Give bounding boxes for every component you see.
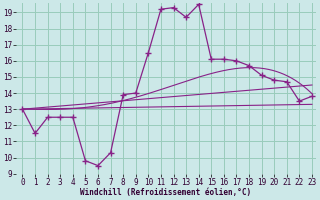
X-axis label: Windchill (Refroidissement éolien,°C): Windchill (Refroidissement éolien,°C)	[80, 188, 252, 197]
